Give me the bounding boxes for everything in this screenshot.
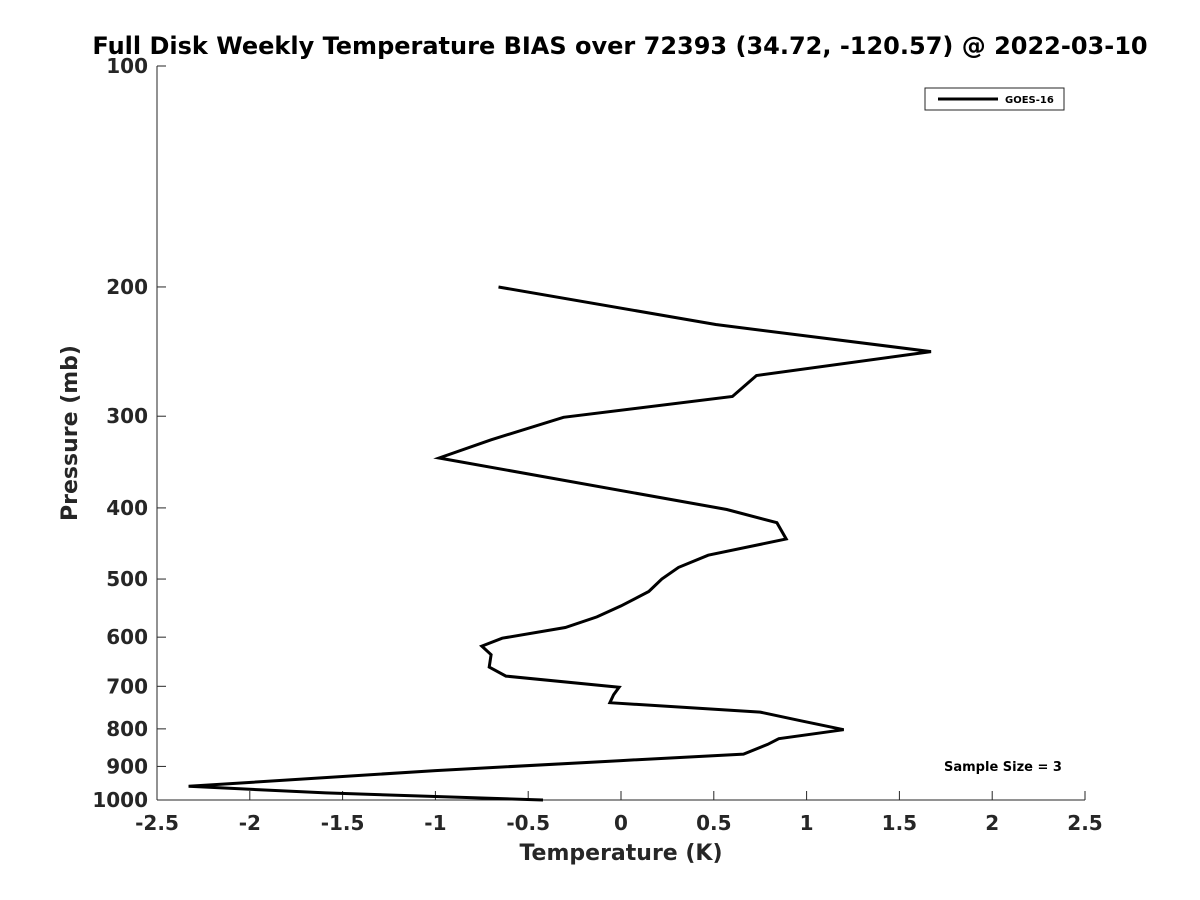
y-tick-label: 400 <box>106 496 148 520</box>
x-tick-label: -0.5 <box>506 811 550 835</box>
y-tick-label: 1000 <box>92 788 148 812</box>
x-tick-label: -1.5 <box>321 811 365 835</box>
y-tick-label: 800 <box>106 717 148 741</box>
chart-title: Full Disk Weekly Temperature BIAS over 7… <box>92 32 1147 60</box>
x-tick-label: 1.5 <box>882 811 917 835</box>
y-tick-label: 600 <box>106 625 148 649</box>
y-tick-label: 500 <box>106 567 148 591</box>
y-tick-label: 100 <box>106 54 148 78</box>
y-axis-ticks: 100 200 300 400 500 600 700 800 900 1000 <box>92 54 166 812</box>
axes <box>156 66 1085 801</box>
x-tick-label: 1 <box>800 811 814 835</box>
x-tick-label: 0.5 <box>696 811 731 835</box>
x-tick-label: 2.5 <box>1067 811 1102 835</box>
series-line <box>188 285 932 802</box>
y-tick-label: 300 <box>106 404 148 428</box>
y-tick-label: 900 <box>106 754 148 778</box>
x-tick-label: -2.5 <box>135 811 179 835</box>
series-layer <box>188 285 932 802</box>
x-tick-label: 0 <box>614 811 628 835</box>
sample-size-annotation: Sample Size = 3 <box>944 760 1062 775</box>
x-tick-label: -2 <box>239 811 261 835</box>
x-axis-label: Temperature (K) <box>519 841 722 866</box>
legend-label: GOES-16 <box>1005 95 1054 106</box>
legend: GOES-16 <box>924 87 1065 111</box>
x-axis-ticks: -2.5 -2 -1.5 -1 -0.5 0 0.5 1 1.5 2 2.5 <box>135 791 1103 835</box>
x-tick-label: 2 <box>985 811 999 835</box>
y-tick-label: 200 <box>106 275 148 299</box>
y-tick-label: 700 <box>106 674 148 698</box>
x-tick-label: -1 <box>424 811 446 835</box>
y-axis-label: Pressure (mb) <box>58 345 83 521</box>
